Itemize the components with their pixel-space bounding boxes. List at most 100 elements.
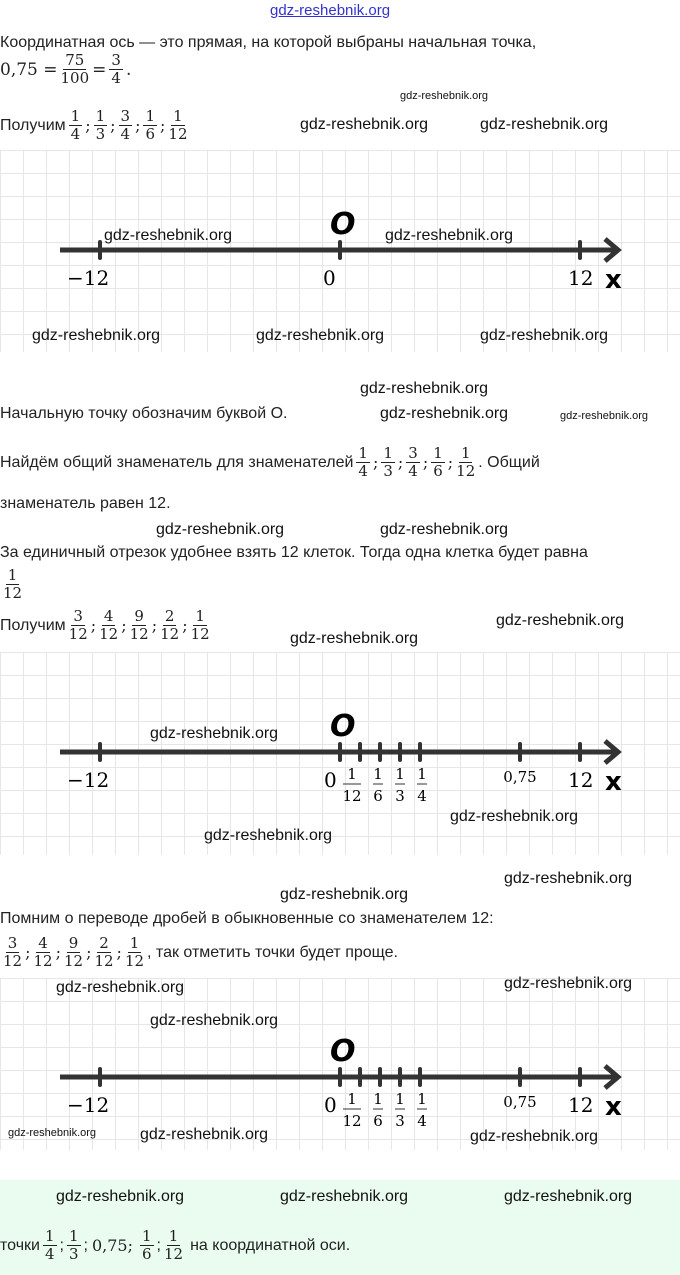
separator: ; [90, 616, 97, 635]
denominator: 6 [145, 125, 156, 143]
watermark: gdz-reshebnik.org [280, 886, 409, 903]
fractions-line-3: 3 12; 4 12; 9 12; 2 12; 1 12, так отметить точки … [0, 935, 398, 970]
watermark: gdz-reshebnik.org [496, 612, 625, 629]
separator: ; [160, 116, 166, 135]
numerator: 1 [193, 607, 207, 626]
fraction: 9 12 [130, 608, 149, 643]
denominator: 12 [342, 1112, 361, 1130]
denominator: 12 [456, 462, 476, 480]
tick-label: 12 [568, 266, 593, 290]
separator: ; [447, 453, 454, 472]
numerator: 3 [109, 51, 123, 70]
watermark-link[interactable]: gdz-reshebnik.org [270, 2, 391, 19]
watermark: gdz-reshebnik.org [360, 380, 489, 397]
denominator: 12 [3, 952, 23, 970]
denominator: 3 [68, 1245, 79, 1263]
fraction: 4 12 [33, 935, 52, 970]
numerator: 1 [166, 1227, 181, 1246]
fraction-list: 3 12; 4 12; 9 12; 2 12; 1 12 [0, 935, 147, 970]
denominator: 12 [94, 952, 114, 970]
numerator: 1 [139, 1227, 154, 1246]
watermark: gdz-reshebnik.org [156, 521, 285, 538]
denominator: 3 [395, 1112, 405, 1130]
separator: ; [135, 116, 141, 135]
watermark: gdz-reshebnik.org [56, 1188, 185, 1205]
denominator: 12 [33, 952, 53, 970]
watermark: gdz-reshebnik.org [504, 870, 633, 887]
numerator: 1 [417, 765, 427, 783]
watermark: gdz-reshebnik.org [380, 521, 509, 538]
denominator: 4 [417, 1112, 427, 1130]
denominator: 4 [358, 462, 368, 480]
fraction: 1 12 [164, 1228, 183, 1263]
separator: ; [25, 943, 31, 962]
watermark: gdz-reshebnik.org [150, 1012, 279, 1029]
watermark: gdz-reshebnik.org [480, 327, 609, 344]
get-label: Получим [0, 116, 66, 134]
fraction: 2 12 [94, 935, 113, 970]
fraction-list: 1 4; 1 3; 3 4; 1 6; 1 12 [353, 445, 478, 480]
text: знаменатель равен 12. [0, 495, 171, 512]
watermark: gdz-reshebnik.org [256, 327, 385, 344]
fraction: 2 12 [160, 608, 179, 643]
numerator: 3 [5, 934, 20, 953]
denominator: 3 [95, 125, 106, 143]
watermark: gdz-reshebnik.org [32, 327, 161, 344]
text: . Общий [478, 453, 540, 471]
denominator: 4 [120, 125, 131, 143]
fraction-list: 1 4; 1 3; 3 4; 1 6; 1 12 [66, 108, 191, 143]
watermark: gdz-reshebnik.org [8, 1127, 97, 1139]
tick-label: −12 [67, 266, 109, 290]
value: 0,75; [91, 1236, 133, 1255]
text: Помним о переводе дробей в обыкновенные … [0, 910, 494, 927]
x-axis-label: x [605, 1092, 622, 1122]
numerator: 1 [171, 107, 185, 126]
denominator: 4 [408, 462, 418, 480]
denominator: 12 [63, 952, 84, 970]
watermark: gdz-reshebnik.org [450, 808, 579, 825]
numerator: 3 [71, 607, 85, 626]
separator: ; [422, 453, 429, 472]
text: За единичный отрезок удобнее взять 12 кл… [0, 544, 588, 561]
watermark: gdz-reshebnik.org [470, 1128, 599, 1145]
denominator: 4 [70, 125, 81, 143]
numerator: 1 [93, 107, 108, 126]
numerator: 3 [118, 107, 133, 126]
fraction-list: 3 12; 4 12; 9 12; 2 12; 1 12 [66, 608, 213, 643]
denominator: 12 [168, 125, 188, 143]
numerator: 1 [417, 1090, 427, 1108]
numerator: 1 [68, 107, 83, 126]
arrow-head [603, 1064, 622, 1090]
fraction: 3 12 [69, 608, 88, 643]
separator: ; [85, 116, 91, 135]
watermark: gdz-reshebnik.org [300, 116, 429, 133]
fractions-line-1: Получим 1 4; 1 3; 3 4; 1 6; 1 12 [0, 108, 191, 143]
separator: ; [151, 616, 158, 635]
text: , так отметить точки будет проще. [147, 943, 398, 961]
fraction: 1 12 [191, 608, 210, 643]
watermark: gdz-reshebnik.org [480, 116, 609, 133]
numerator: 1 [381, 444, 395, 463]
tick-label: 0,75 [503, 768, 536, 786]
numerator: 9 [66, 934, 81, 953]
tick-label: 0 [323, 266, 336, 290]
watermark: gdz-reshebnik.org [385, 227, 514, 244]
watermark: gdz-reshebnik.org [380, 405, 509, 422]
watermark: gdz-reshebnik.org [104, 227, 233, 244]
tick-label: 12 [568, 1093, 593, 1117]
tick-label: 0 [324, 768, 337, 792]
numerator: 1 [395, 1090, 405, 1108]
denominator: 12 [129, 625, 149, 643]
numerator: 75 [63, 51, 87, 70]
separator: ; [86, 943, 92, 962]
text: точки [0, 1236, 40, 1254]
get-label: Получим [0, 616, 66, 634]
numerator: 2 [162, 607, 177, 626]
